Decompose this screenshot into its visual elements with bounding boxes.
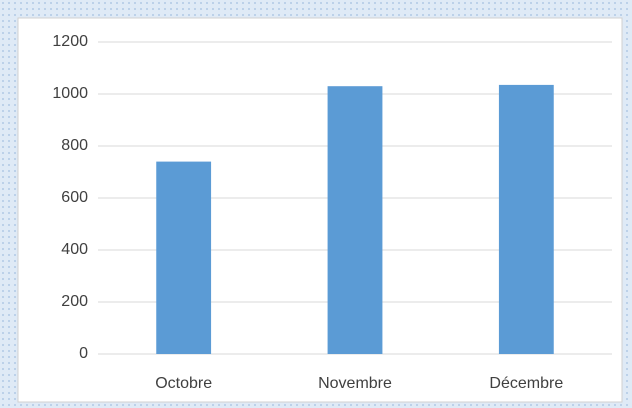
x-tick-label: Novembre (318, 375, 392, 392)
y-tick-label: 1000 (52, 85, 88, 102)
x-tick-label: Décembre (489, 375, 563, 392)
y-tick-label: 400 (61, 241, 88, 258)
x-tick-label: Octobre (155, 375, 212, 392)
y-tick-label: 0 (79, 345, 88, 362)
y-tick-label: 800 (61, 137, 88, 154)
y-tick-label: 200 (61, 293, 88, 310)
y-tick-label: 1200 (52, 33, 88, 50)
bar (327, 86, 383, 354)
bar (498, 84, 554, 355)
y-tick-label: 600 (61, 189, 88, 206)
bar (156, 161, 212, 354)
